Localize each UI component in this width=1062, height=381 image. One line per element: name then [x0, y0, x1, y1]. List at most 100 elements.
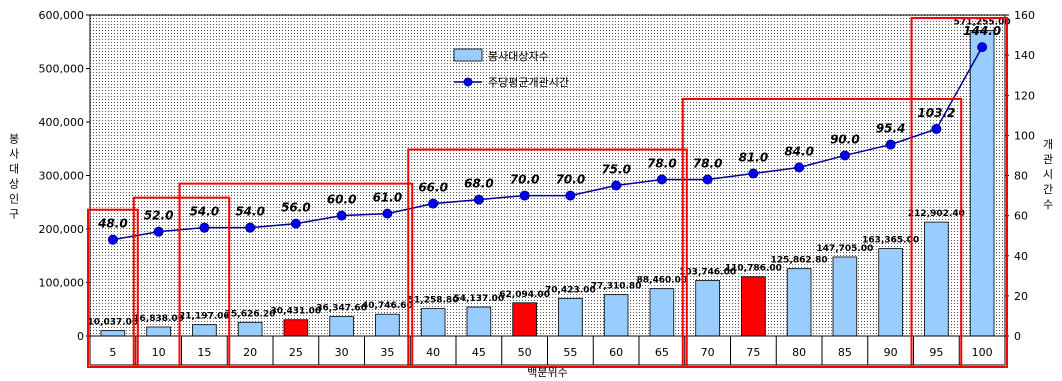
- bar: [878, 248, 903, 337]
- bar-data-label: 125,862.80: [771, 256, 828, 266]
- legend-label-line: 주당평균개관시간: [488, 76, 569, 89]
- line-point: [245, 222, 256, 233]
- x-tick-label: 80: [792, 346, 806, 359]
- line-point: [656, 174, 667, 185]
- line-point: [519, 190, 530, 201]
- y-tick-label: 0: [77, 330, 84, 343]
- x-tick-label: 45: [472, 346, 486, 359]
- line-point: [473, 194, 484, 205]
- axis-title-glyph: 인: [9, 193, 19, 206]
- bar-data-label: 571,255.00: [954, 17, 1011, 27]
- x-tick-label: 65: [655, 346, 669, 359]
- y2-tick-label: 0: [1014, 330, 1021, 343]
- x-tick-label: 95: [929, 346, 943, 359]
- axis-title-glyph: 시: [1043, 168, 1053, 181]
- bar: [237, 321, 263, 337]
- x-tick-label: 35: [380, 346, 394, 359]
- line-point: [428, 198, 439, 209]
- x-tick-label: 70: [701, 346, 715, 359]
- line-data-label: 70.0: [556, 173, 586, 187]
- line-point: [702, 174, 713, 185]
- line-data-label: 90.0: [830, 132, 860, 146]
- x-tick-label: 30: [335, 346, 349, 359]
- bar: [512, 302, 537, 337]
- bar: [466, 306, 492, 337]
- bar-data-label: 30,431.00: [271, 307, 322, 317]
- axis-title-glyph: 사: [9, 148, 19, 161]
- x-tick-label: 25: [289, 346, 303, 359]
- y2-tick-label: 80: [1014, 170, 1028, 183]
- line-point: [611, 180, 622, 191]
- y2-tick-label: 20: [1014, 290, 1028, 303]
- line-point: [931, 123, 942, 134]
- bar: [924, 221, 949, 337]
- x-tick-label: 90: [884, 346, 898, 359]
- highlight-box: [681, 97, 963, 369]
- line-data-label: 60.0: [327, 193, 357, 207]
- x-tick-label: 20: [243, 346, 257, 359]
- bar-data-label: 10,037.00: [88, 318, 139, 328]
- y-tick-label: 400,000: [39, 116, 85, 129]
- y2-tick-label: 60: [1014, 210, 1028, 223]
- bar: [329, 316, 354, 337]
- line-point: [565, 190, 576, 201]
- bar-data-label: 70,423.00: [545, 285, 596, 295]
- y-tick-label: 500,000: [39, 63, 85, 76]
- axis-title-glyph: 관: [1043, 153, 1053, 166]
- axis-title-glyph: 봉: [9, 133, 19, 146]
- y-tick-label: 200,000: [39, 223, 85, 236]
- line-data-label: 56.0: [281, 201, 311, 215]
- bar: [100, 330, 126, 337]
- bar-data-label: 25,626.20: [225, 309, 276, 319]
- axis-title-glyph: 대: [9, 163, 19, 176]
- bar-data-label: 51,258.80: [408, 296, 459, 306]
- line-data-label: 103.2: [917, 106, 955, 120]
- line-point: [977, 42, 988, 53]
- x-tick-label: 10: [152, 346, 166, 359]
- bar-data-label: 36,347.60: [316, 304, 367, 314]
- line-data-label: 75.0: [601, 163, 631, 177]
- highlight-box: [910, 17, 1008, 368]
- line-point: [839, 150, 850, 161]
- bar-data-label: 40,746.60: [362, 301, 413, 311]
- line-layer: [107, 42, 988, 245]
- line-point: [199, 222, 210, 233]
- line-point: [153, 226, 164, 237]
- bar: [695, 280, 720, 337]
- axis-title-glyph: 상: [9, 178, 19, 191]
- axes-layer: 5 10 15 20 25 30 35 40 45 50 55 60 65 70 75 80 85 90 95 100…: [39, 9, 1035, 366]
- y2-tick-label: 140: [1014, 49, 1035, 62]
- bar-data-label: 21,197.00: [179, 312, 230, 322]
- line-data-label: 95.4: [876, 122, 906, 136]
- legend-swatch-marker: [463, 77, 473, 87]
- line-data-label: 54.0: [235, 205, 265, 219]
- bar: [832, 256, 858, 337]
- bar: [146, 326, 171, 337]
- bar: [741, 276, 766, 337]
- y2-tick-label: 40: [1014, 250, 1028, 263]
- axis-title-glyph: 간: [1043, 183, 1053, 196]
- bar: [420, 308, 446, 337]
- x-tick-label: 100: [972, 346, 993, 359]
- bar-data-label: 77,310.80: [591, 282, 642, 292]
- line-data-label: 66.0: [418, 181, 448, 195]
- series-line: [112, 46, 983, 241]
- y2-tick-label: 160: [1014, 9, 1035, 22]
- bar: [558, 297, 583, 337]
- x-tick-label: 5: [109, 346, 116, 359]
- x-tick-label: 55: [563, 346, 577, 359]
- line-point: [885, 139, 896, 150]
- legend-label-bar: 봉사대상자수: [488, 50, 549, 63]
- y-tick-label: 100,000: [39, 277, 85, 290]
- line-point: [794, 162, 805, 173]
- line-point: [107, 234, 118, 245]
- highlight-box: [178, 182, 414, 368]
- line-point: [382, 208, 393, 219]
- y2-tick-label: 100: [1014, 129, 1035, 142]
